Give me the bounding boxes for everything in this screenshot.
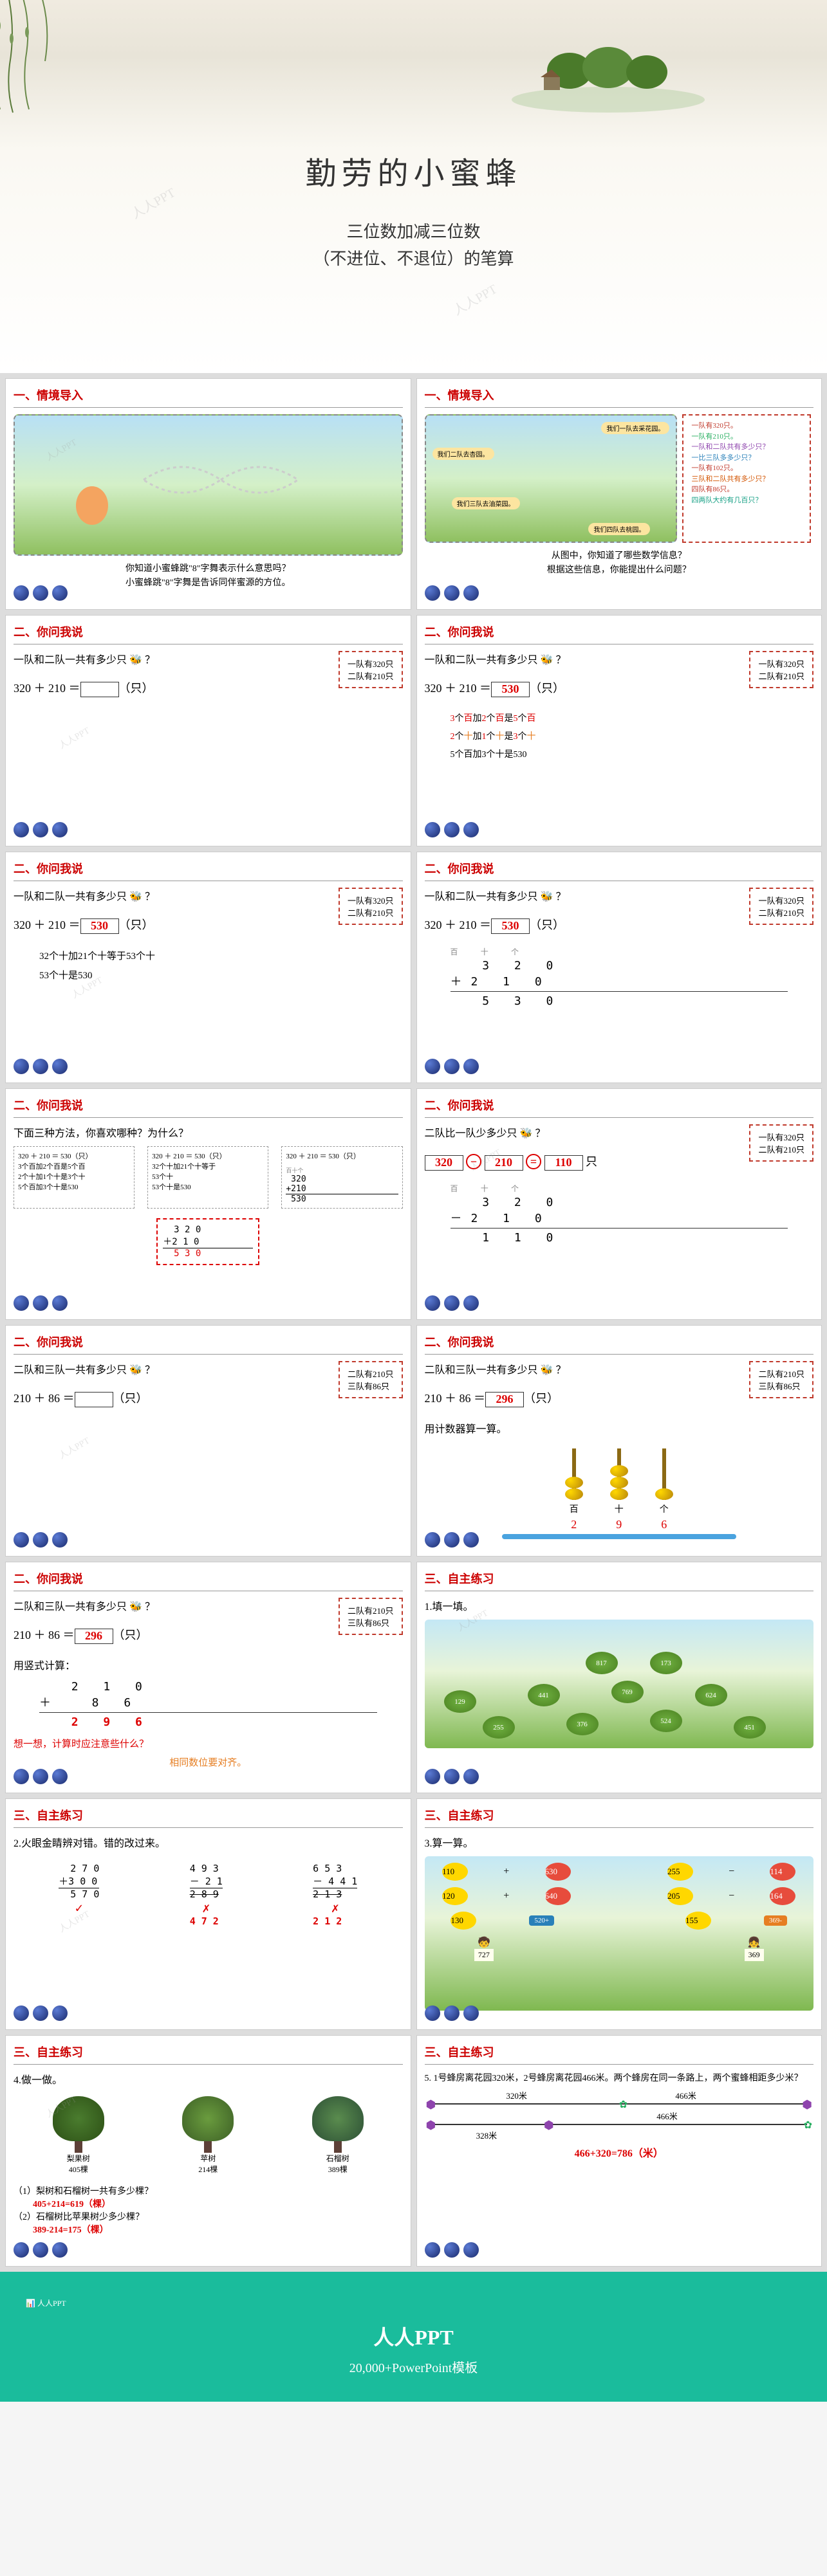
vertical-calc: 百 十 个 3 2 0 ＋2 1 0 5 3 0 (451, 947, 788, 1009)
info-list: 一队有320只。 一队有210只。 一队和二队共有多少只？ 一比三队多多少只？ … (682, 414, 810, 543)
footer-banner: 📊 人人PPT 人人PPT 20,000+PowerPoint模板 (0, 2272, 827, 2402)
caption: 你知道小蜜蜂跳"8"字舞表示什么意思吗？ 小蜜蜂跳"8"字舞是告诉同伴蜜源的方位… (14, 562, 403, 591)
flower-field: 110+ 630 255− 114 120+ 640 205− 164 130 … (425, 1856, 814, 2011)
highlighted-calc: 3 2 0＋2 1 0 5 3 0 (156, 1218, 259, 1265)
slide-grid: 一、情境导入 你知道小蜜蜂跳"8"字舞表示什么意思吗？ 小蜜蜂跳"8"字舞是告诉… (0, 373, 827, 2272)
main-title: 勤劳的小蜜蜂 (305, 148, 521, 193)
slide-dialog-3: 二、你问我说 一队有320只二队有210只 一队和二队一共有多少只 🐝 ？ 32… (5, 852, 411, 1083)
slide-dialog-5: 二、你问我说 下面三种方法，你喜欢哪种？为什么？ 320 ＋ 210 ＝ 530… (5, 1088, 411, 1320)
subtitle: 三位数加减三位数 （不进位、不退位）的笔算 (313, 219, 514, 272)
slide-dialog-7: 二、你问我说 二队有210只三队有86只 二队和三队一共有多少只 🐝 ？ 210… (5, 1325, 411, 1557)
watermark: 人人PPT (127, 182, 178, 222)
slide-practice-1: 三、自主练习 1.填一填。 129 255 441 376 769 524 62… (416, 1562, 822, 1793)
slide-practice-5: 三、自主练习 5. 1号蜂房离花园320米，2号蜂房离花园466米。两个蜂房在同… (416, 2035, 822, 2267)
slide-dialog-6: 二、你问我说 一队有320只二队有210只 二队比一队少多少只 🐝 ？ 320 … (416, 1088, 822, 1320)
team-info: 一队有320只二队有210只 (339, 651, 403, 688)
distance-diagram: ⬢ ✿ ⬢ 320米 466米 ⬢ ⬢ ✿ 466米 328米 (431, 2103, 808, 2125)
abacus: 百2 十9 个6 (425, 1448, 814, 1531)
check-calc-2: 4 9 3 － 2 1 2 8 9 ✗ 4 7 2 (190, 1863, 223, 1927)
nav-balls (14, 585, 71, 604)
lily-pond: 129 255 441 376 769 524 624 451 817 173 (425, 1620, 814, 1748)
slide-practice-2: 三、自主练习 2.火眼金睛辨对错。错的改过来。 2 7 0 ＋3 0 0 5 7… (5, 1798, 411, 2030)
check-calc-3: 6 5 3 － 4 4 1 2 1 3 ✗ 2 1 2 (313, 1863, 357, 1927)
slide-dialog-4: 二、你问我说 一队有320只二队有210只 一队和二队一共有多少只 🐝 ？ 32… (416, 852, 822, 1083)
slide-dialog-2: 二、你问我说 一队有320只二队有210只 一队和二队一共有多少只 🐝 ？ 32… (416, 615, 822, 846)
slide-context-1: 一、情境导入 你知道小蜜蜂跳"8"字舞表示什么意思吗？ 小蜜蜂跳"8"字舞是告诉… (5, 378, 411, 610)
scene-garden: 我们一队去采花园。 我们二队去杏园。 我们三队去油菜园。 我们四队去桃园。 (425, 414, 678, 543)
willow-decoration (0, 0, 122, 116)
watermark: 人人PPT (449, 279, 500, 318)
slide-dialog-8: 二、你问我说 二队有210只三队有86只 二队和三队一共有多少只 🐝 ？ 210… (416, 1325, 822, 1557)
slide-practice-4: 三、自主练习 4.做一做。 梨果树405棵 苹树214棵 石榴树389棵 （1）… (5, 2035, 411, 2267)
tree-row: 梨果树405棵 苹树214棵 石榴树389棵 (14, 2096, 403, 2175)
slide-dialog-1: 二、你问我说 一队有320只二队有210只 一队和二队一共有多少只 🐝 ？ 32… (5, 615, 411, 846)
slide-dialog-9: 二、你问我说 二队有210只三队有86只 二队和三队一共有多少只 🐝 ？ 210… (5, 1562, 411, 1793)
slide-context-2: 一、情境导入 我们一队去采花园。 我们二队去杏园。 我们三队去油菜园。 我们四队… (416, 378, 822, 610)
island-decoration (505, 39, 711, 116)
slide-practice-3: 三、自主练习 3.算一算。 110+ 630 255− 114 120+ 640… (416, 1798, 822, 2030)
